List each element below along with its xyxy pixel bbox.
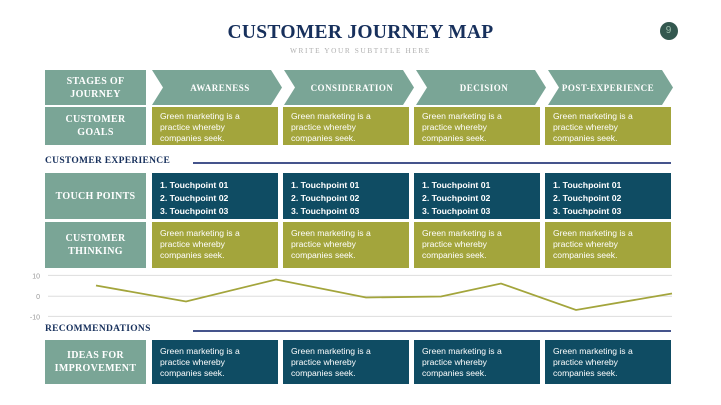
- svg-text:CONSIDERATION: CONSIDERATION: [311, 83, 394, 93]
- svg-text:POST-EXPERIENCE: POST-EXPERIENCE: [562, 83, 654, 93]
- svg-text:10: 10: [32, 273, 40, 280]
- svg-text:0: 0: [36, 294, 40, 301]
- svg-text:-10: -10: [30, 314, 40, 320]
- svg-text:DECISION: DECISION: [460, 83, 509, 93]
- svg-text:AWARENESS: AWARENESS: [190, 83, 250, 93]
